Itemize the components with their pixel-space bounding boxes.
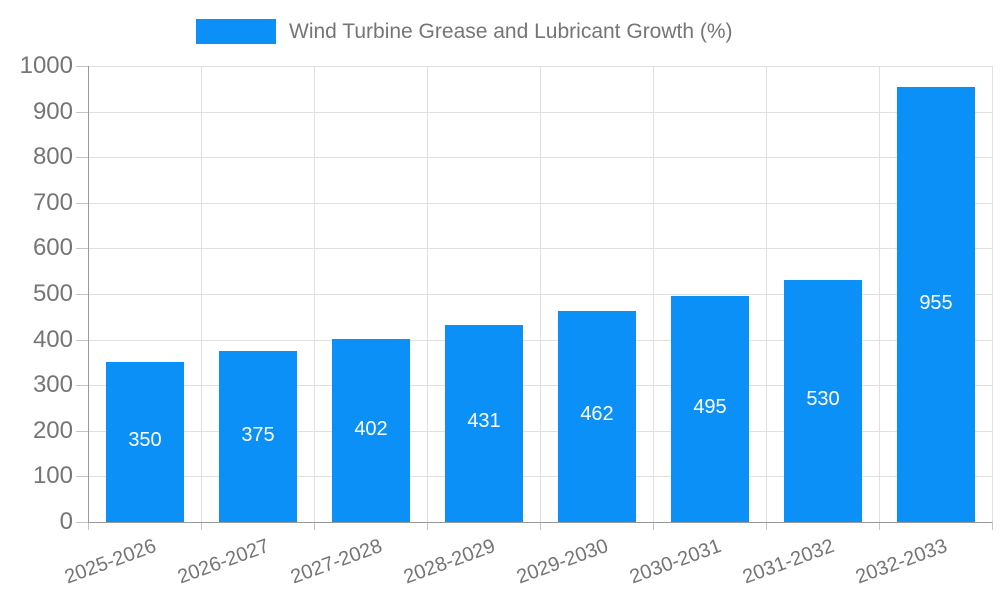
x-tick-label: 2026-2027	[174, 535, 273, 589]
y-tick-mark	[76, 112, 88, 113]
legend[interactable]: Wind Turbine Grease and Lubricant Growth…	[196, 19, 733, 44]
x-tick-label: 2030-2031	[626, 535, 725, 589]
x-tick-mark	[992, 522, 993, 530]
y-tick-label: 300	[32, 371, 73, 398]
bar[interactable]: 402	[332, 339, 410, 522]
x-axis-line	[88, 522, 992, 523]
gridline-v	[201, 66, 202, 522]
gridline-v	[314, 66, 315, 522]
y-tick-mark	[76, 431, 88, 432]
y-axis-line	[88, 66, 89, 523]
bar-value-label: 350	[128, 429, 162, 451]
y-tick-mark	[76, 294, 88, 295]
y-tick-label: 700	[32, 189, 73, 216]
bar-value-label: 462	[580, 403, 614, 425]
bar-value-label: 530	[806, 388, 840, 410]
bar[interactable]: 530	[784, 280, 862, 522]
gridline-v	[540, 66, 541, 522]
gridline-v	[653, 66, 654, 522]
gridline-v	[766, 66, 767, 522]
y-tick-label: 100	[32, 462, 73, 489]
x-tick-label: 2029-2030	[513, 535, 612, 589]
y-tick-mark	[76, 522, 88, 523]
y-tick-mark	[76, 385, 88, 386]
x-tick-mark	[766, 522, 767, 530]
gridline-v	[427, 66, 428, 522]
x-tick-mark	[201, 522, 202, 530]
x-tick-mark	[540, 522, 541, 530]
legend-swatch	[196, 19, 276, 44]
x-tick-label: 2032-2033	[852, 535, 951, 589]
x-tick-label: 2031-2032	[739, 535, 838, 589]
y-tick-mark	[76, 340, 88, 341]
bar[interactable]: 431	[445, 325, 523, 522]
gridline-v	[879, 66, 880, 522]
y-tick-label: 0	[59, 508, 73, 535]
y-tick-label: 800	[32, 143, 73, 170]
x-tick-label: 2027-2028	[287, 535, 386, 589]
bar-value-label: 402	[354, 418, 388, 440]
bar-value-label: 375	[241, 424, 275, 446]
bar-value-label: 431	[467, 410, 501, 432]
bar-value-label: 955	[919, 292, 953, 314]
bar[interactable]: 462	[558, 311, 636, 522]
y-tick-mark	[76, 476, 88, 477]
y-tick-label: 900	[32, 98, 73, 125]
y-tick-mark	[76, 66, 88, 67]
y-tick-mark	[76, 203, 88, 204]
y-tick-mark	[76, 248, 88, 249]
x-tick-label: 2025-2026	[61, 535, 160, 589]
bar[interactable]: 375	[219, 351, 297, 522]
legend-label: Wind Turbine Grease and Lubricant Growth…	[289, 19, 733, 43]
y-tick-label: 1000	[19, 52, 73, 79]
y-tick-mark	[76, 157, 88, 158]
x-tick-mark	[653, 522, 654, 530]
y-tick-label: 200	[32, 417, 73, 444]
bar-value-label: 495	[693, 396, 727, 418]
x-tick-mark	[88, 522, 89, 530]
x-tick-label: 2028-2029	[400, 535, 499, 589]
y-tick-label: 400	[32, 326, 73, 353]
bar[interactable]: 495	[671, 296, 749, 522]
y-tick-label: 500	[32, 280, 73, 307]
bar[interactable]: 350	[106, 362, 184, 522]
y-tick-label: 600	[32, 234, 73, 261]
gridline-v	[992, 66, 993, 522]
x-tick-mark	[314, 522, 315, 530]
bar[interactable]: 955	[897, 87, 975, 522]
x-tick-mark	[879, 522, 880, 530]
x-tick-mark	[427, 522, 428, 530]
